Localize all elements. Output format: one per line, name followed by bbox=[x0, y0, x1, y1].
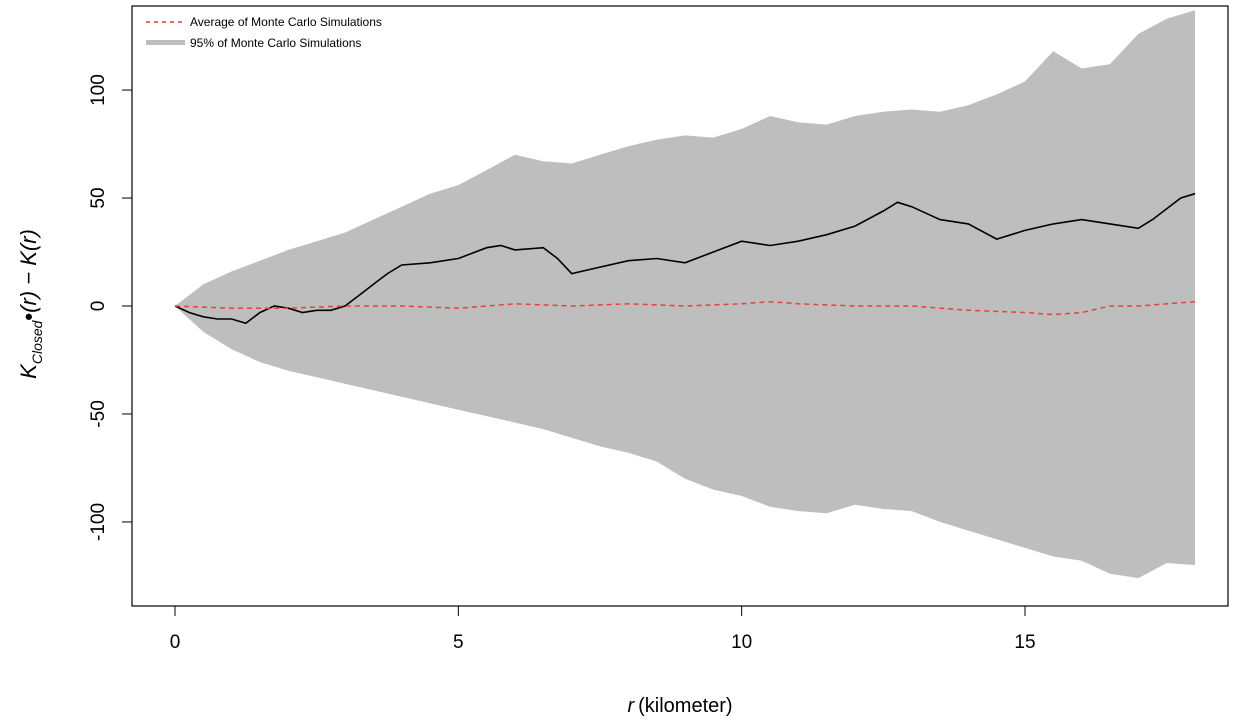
x-tick-label: 15 bbox=[1014, 632, 1035, 653]
y-tick-label: 0 bbox=[88, 301, 109, 312]
x-tick-label: 10 bbox=[731, 632, 752, 653]
x-axis-title: r (kilometer) bbox=[627, 695, 732, 717]
series-line-average bbox=[174, 300, 1196, 316]
x-axis: 0 5 10 15 bbox=[170, 606, 1036, 653]
y-tick-label: -50 bbox=[88, 400, 109, 427]
y-tick-label: -100 bbox=[88, 503, 109, 541]
series-layer bbox=[174, 192, 1196, 325]
legend-label-band: 95% of Monte Carlo Simulations bbox=[190, 36, 361, 50]
x-tick-label: 5 bbox=[453, 632, 464, 653]
confidence-band-layer bbox=[175, 10, 1195, 579]
confidence-band bbox=[175, 10, 1195, 579]
y-tick-label: 100 bbox=[88, 74, 109, 106]
y-axis-title: KClosed•(r) − K(r) bbox=[16, 229, 45, 379]
legend-label-average: Average of Monte Carlo Simulations bbox=[190, 15, 382, 29]
y-axis: -100 -50 0 50 100 bbox=[88, 74, 132, 541]
legend-swatch-band bbox=[146, 40, 185, 45]
series-line-observed bbox=[174, 192, 1196, 325]
legend: Average of Monte Carlo Simulations 95% o… bbox=[146, 15, 382, 50]
y-tick-label: 50 bbox=[88, 187, 109, 208]
x-tick-label: 0 bbox=[170, 632, 181, 653]
